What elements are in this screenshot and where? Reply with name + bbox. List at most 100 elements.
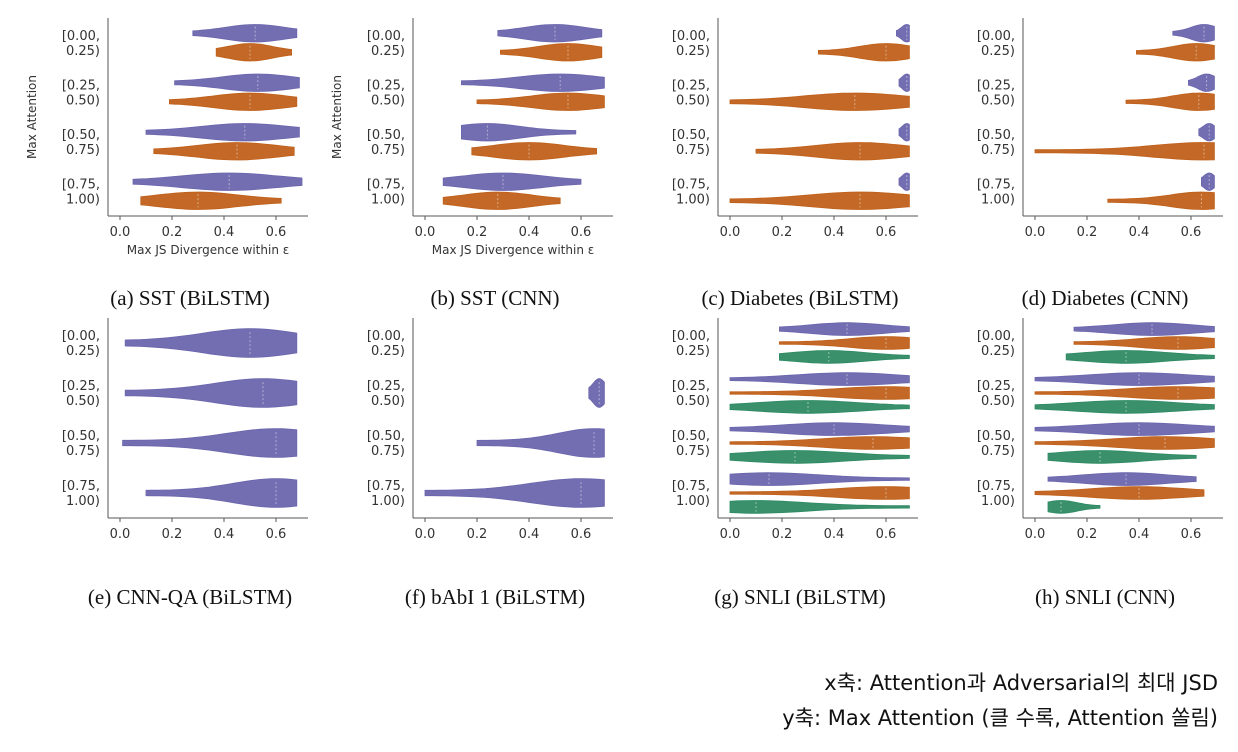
x-tick-label: 0.2 <box>1077 225 1098 240</box>
violin-mark <box>729 500 910 514</box>
violin-mark <box>1065 350 1215 364</box>
violin-mark <box>729 92 910 111</box>
x-tick-label: 0.4 <box>824 225 845 240</box>
panel-caption: (g) SNLI (BiLSTM) <box>714 585 886 609</box>
x-axis-title: Max JS Divergence within ε <box>127 243 289 257</box>
x-tick-label: 0.6 <box>266 527 287 542</box>
y-tick-label: [0.75, 1.00) <box>62 479 100 509</box>
y-tick-label: [0.75, 1.00) <box>367 177 405 207</box>
x-tick-label: 0.4 <box>519 225 540 240</box>
violin-mark <box>1034 486 1205 500</box>
panel-caption: (f) bAbI 1 (BiLSTM) <box>404 585 586 609</box>
x-tick-label: 0.4 <box>214 225 235 240</box>
violin-mark <box>818 43 910 62</box>
violin-mark <box>471 142 597 161</box>
y-tick-label: [0.25, 0.50) <box>62 78 100 108</box>
x-tick-label: 0.2 <box>162 527 183 542</box>
violin-mark <box>442 191 561 210</box>
violin-mark <box>1136 43 1215 62</box>
panel-caption: (c) Diabetes (BiLSTM) <box>701 286 899 310</box>
y-tick-label: [0.50, 0.75) <box>367 128 405 158</box>
x-tick-label: 0.0 <box>415 225 436 240</box>
violin-mark <box>729 436 910 450</box>
x-tick-label: 0.6 <box>266 225 287 240</box>
y-tick-label: [0.75, 1.00) <box>977 479 1015 509</box>
y-axis-title: Max Attention <box>330 75 344 159</box>
x-tick-label: 0.0 <box>720 527 741 542</box>
violin-mark <box>476 92 605 111</box>
y-tick-label: [0.75, 1.00) <box>367 479 405 509</box>
y-tick-label: [0.50, 0.75) <box>367 429 405 459</box>
x-axis-title: Max JS Divergence within ε <box>432 243 594 257</box>
y-tick-label: [0.50, 0.75) <box>977 429 1015 459</box>
violin-mark <box>1047 472 1197 486</box>
y-tick-label: [0.00, 0.25) <box>367 29 405 59</box>
x-tick-label: 0.6 <box>571 527 592 542</box>
violin-mark <box>1034 400 1215 414</box>
violin-mark <box>1034 142 1215 161</box>
violin-mark <box>755 142 910 161</box>
violin-plot: 0.0 0.2 0.4 0.6 [0.00, 0.25) [0.25, 0.50) [0.50,… <box>977 18 1223 240</box>
violin-mark <box>588 378 605 408</box>
violin-plot: 0.0 0.2 0.4 0.6 [0.00, 0.25) [0.25, 0.50) [0.50,… <box>977 318 1223 542</box>
violin-mark <box>1073 322 1215 336</box>
y-tick-label: [0.75, 1.00) <box>672 177 710 207</box>
y-tick-label: [0.25, 0.50) <box>367 78 405 108</box>
violin-mark <box>174 73 300 92</box>
violin-mark <box>153 142 295 161</box>
y-tick-label: [0.50, 0.75) <box>672 128 710 158</box>
violin-mark <box>1201 172 1215 191</box>
y-tick-label: [0.25, 0.50) <box>977 379 1015 409</box>
y-tick-label: [0.25, 0.50) <box>367 379 405 409</box>
violin-mark <box>1034 386 1215 400</box>
violin-mark <box>1125 92 1215 111</box>
y-tick-label: [0.00, 0.25) <box>62 329 100 359</box>
panel-caption: (h) SNLI (CNN) <box>1035 585 1175 609</box>
y-tick-label: [0.25, 0.50) <box>62 379 100 409</box>
x-tick-label: 0.6 <box>876 225 897 240</box>
x-tick-label: 0.6 <box>571 225 592 240</box>
y-tick-label: [0.50, 0.75) <box>672 429 710 459</box>
violin-mark <box>1198 123 1215 142</box>
violin-mark <box>898 123 910 142</box>
violin-mark <box>1188 73 1215 92</box>
violin-mark <box>898 172 910 191</box>
violin-plot: 0.0 0.2 0.4 0.6 [0.00, 0.25) [0.25, 0.50) [0.50,… <box>62 318 308 542</box>
violin-mark <box>729 386 910 400</box>
y-tick-label: [0.00, 0.25) <box>62 29 100 59</box>
y-tick-label: [0.50, 0.75) <box>62 128 100 158</box>
violin-plot: 0.0 0.2 0.4 0.6 [0.00, 0.25) [0.25, 0.50) [0.50,… <box>25 18 308 257</box>
x-tick-label: 0.6 <box>1181 527 1202 542</box>
x-tick-label: 0.2 <box>1077 527 1098 542</box>
y-tick-label: [0.00, 0.25) <box>367 329 405 359</box>
x-tick-label: 0.4 <box>214 527 235 542</box>
panel-caption: (e) CNN-QA (BiLSTM) <box>87 585 293 609</box>
violin-plot: 0.0 0.2 0.4 0.6 [0.00, 0.25) [0.25, 0.50) [0.50,… <box>672 318 918 542</box>
violin-mark <box>1107 191 1215 210</box>
violin-mark <box>497 24 603 43</box>
panel-caption: (d) Diabetes (CNN) <box>1021 286 1189 310</box>
violin-mark <box>124 378 298 408</box>
x-tick-label: 0.0 <box>1025 527 1046 542</box>
violin-mark <box>729 422 910 436</box>
violin-mark <box>145 478 298 508</box>
y-axis-note: y축: Max Attention (클 수록, Attention 쏠림) <box>782 706 1218 730</box>
y-tick-label: [0.00, 0.25) <box>672 29 710 59</box>
violin-mark <box>898 73 910 92</box>
y-tick-label: [0.00, 0.25) <box>977 29 1015 59</box>
violin-mark <box>1034 436 1215 450</box>
violin-mark <box>1047 500 1101 514</box>
violin-mark <box>1047 450 1197 464</box>
y-axis-title: Max Attention <box>25 75 39 159</box>
y-tick-label: [0.75, 1.00) <box>62 177 100 207</box>
violin-mark <box>424 478 605 508</box>
violin-mark <box>461 73 605 92</box>
violin-mark <box>169 92 298 111</box>
x-tick-label: 0.2 <box>772 527 793 542</box>
x-tick-label: 0.4 <box>824 527 845 542</box>
violin-mark <box>442 172 582 191</box>
x-tick-label: 0.0 <box>415 527 436 542</box>
x-tick-label: 0.2 <box>467 527 488 542</box>
violin-mark <box>122 428 298 458</box>
violin-mark <box>132 172 303 191</box>
